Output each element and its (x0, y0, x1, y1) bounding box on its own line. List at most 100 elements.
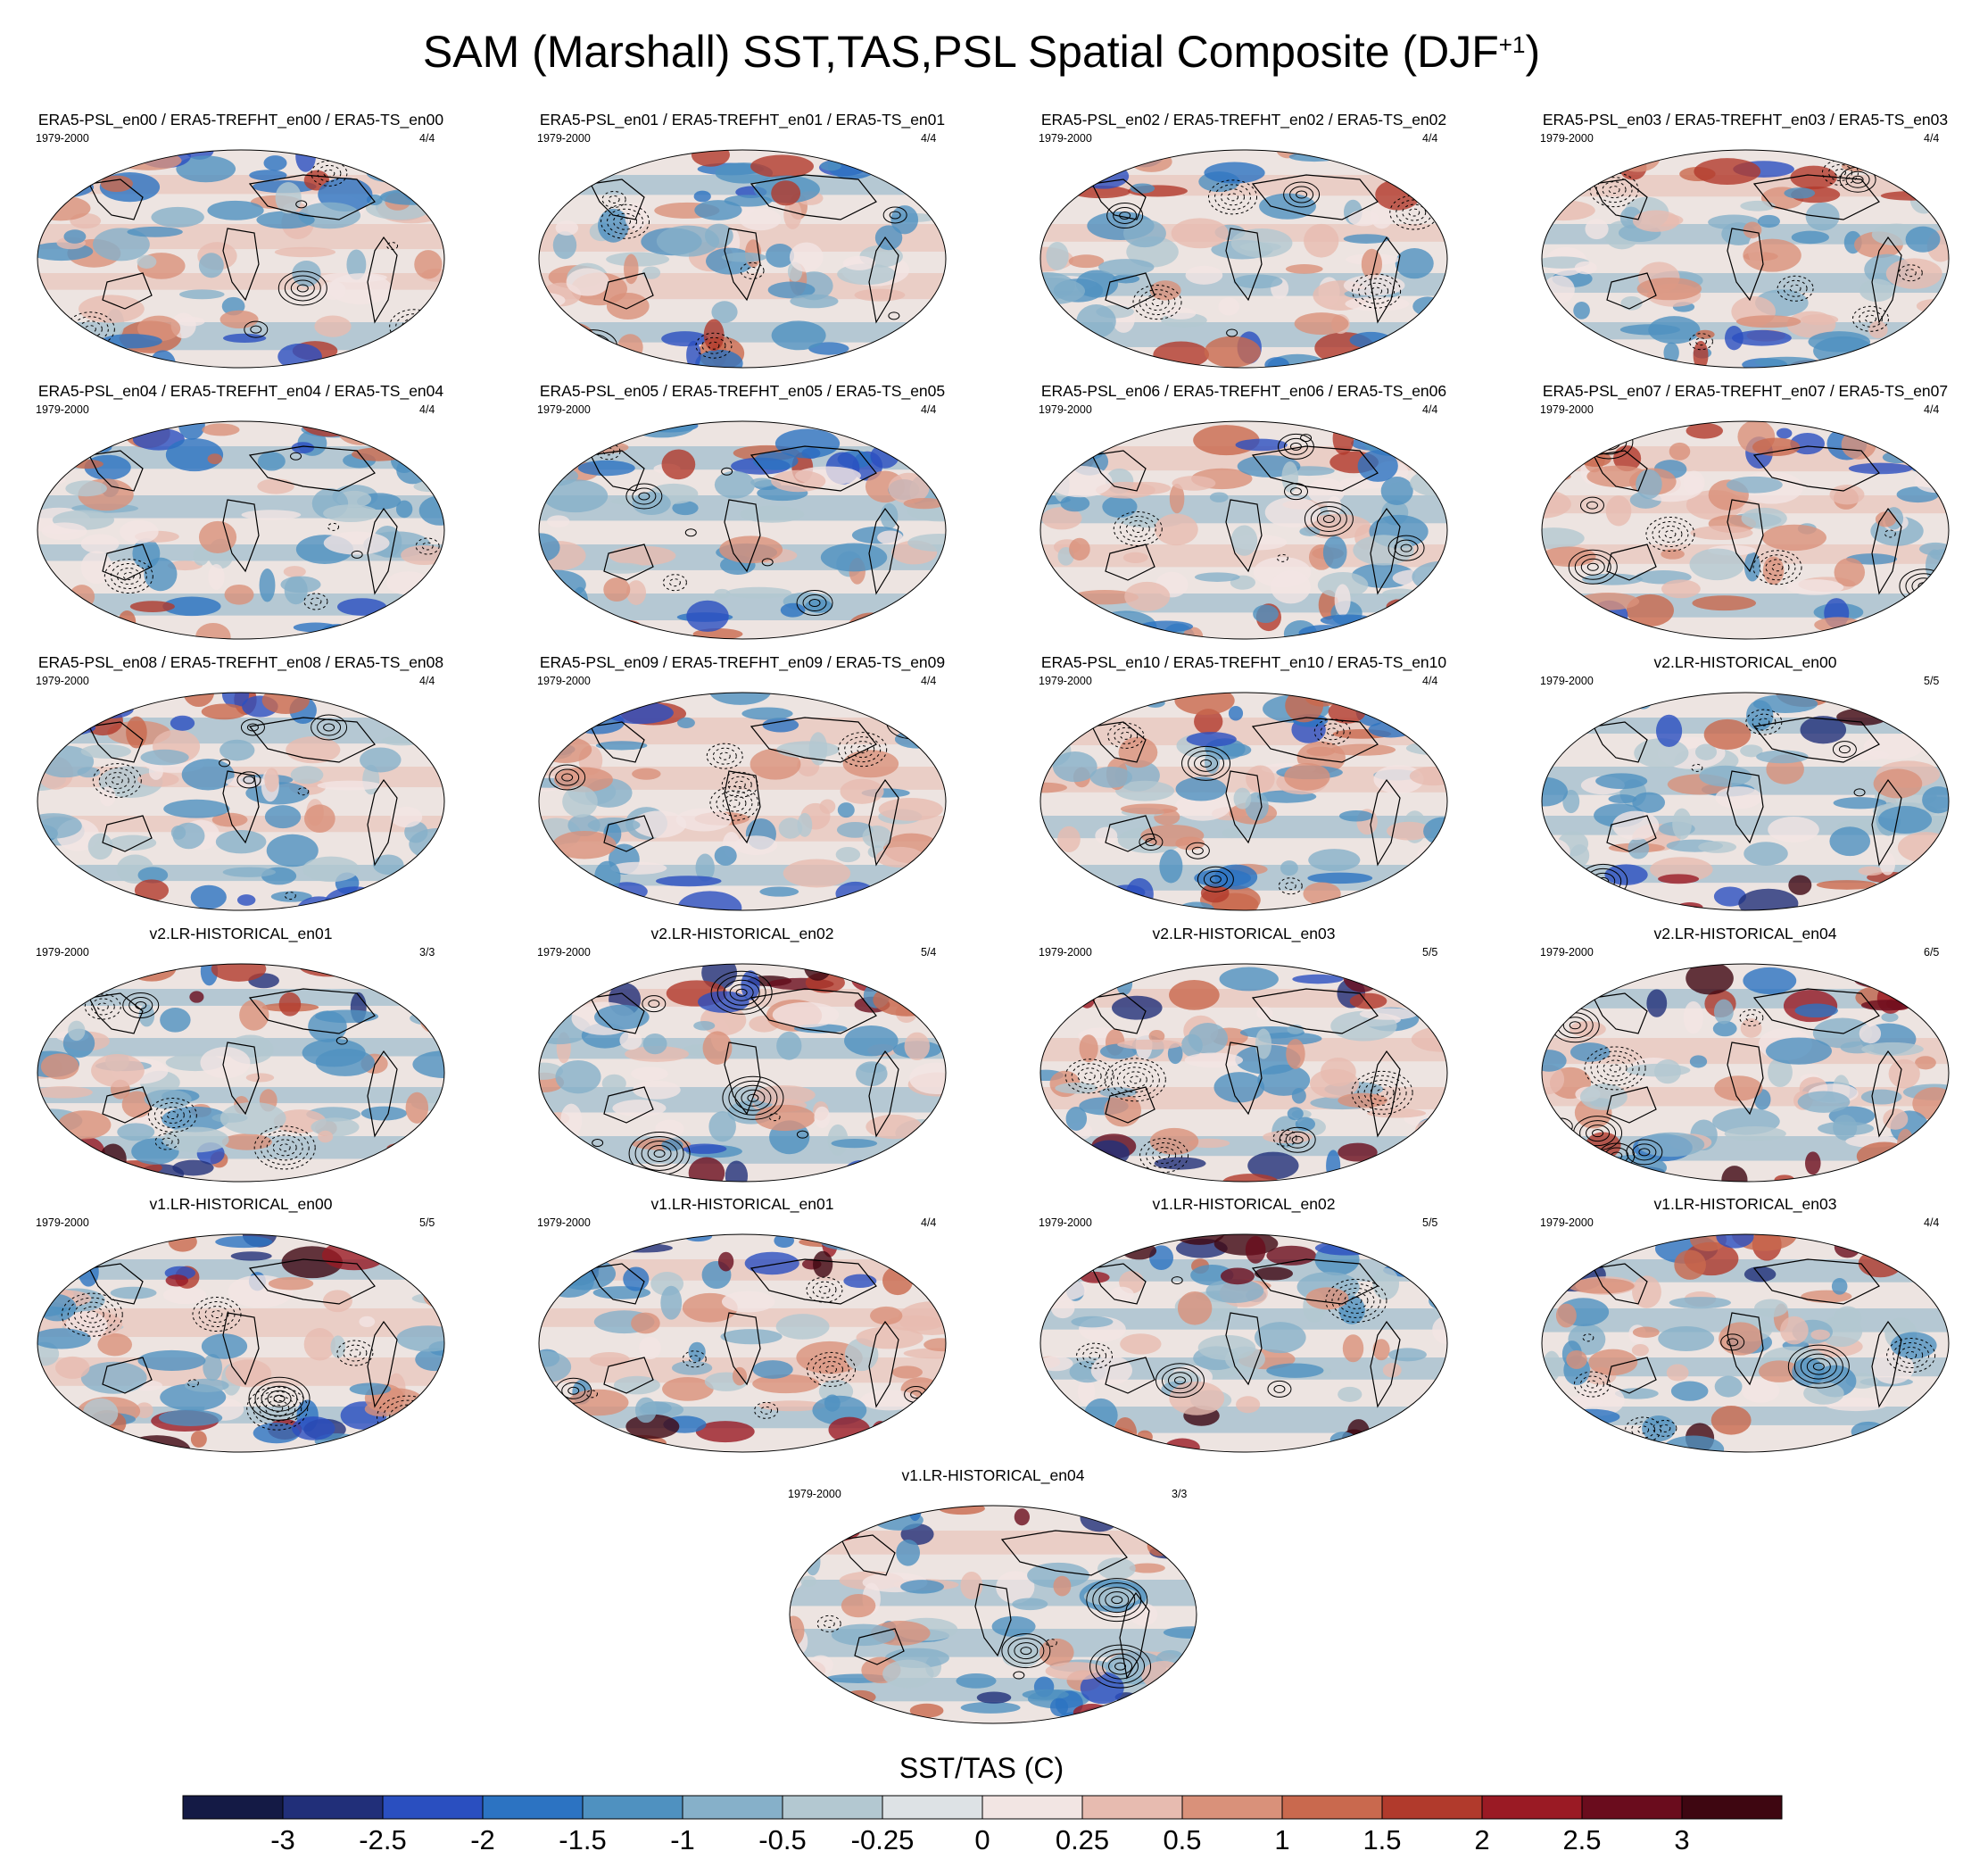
panel-period: 1979-2000 (537, 132, 591, 145)
anomaly-patch (360, 1106, 408, 1121)
psl-contour (642, 995, 667, 1013)
anomaly-patch (1633, 693, 1653, 710)
anomaly-patch (1304, 223, 1339, 258)
anomaly-patch (633, 1080, 681, 1100)
anomaly-patch (1338, 1142, 1378, 1162)
figure-title-close: ) (1525, 27, 1541, 77)
anomaly-patch (162, 1106, 229, 1133)
psl-contour (1111, 1596, 1123, 1605)
anomaly-patch (167, 560, 203, 571)
anomaly-patch (1571, 1440, 1621, 1452)
anomaly-patch (1423, 817, 1447, 846)
psl-contour (561, 773, 574, 782)
psl-contour (1338, 1287, 1375, 1314)
anomaly-patch (1053, 1575, 1072, 1597)
anomaly-patch (1387, 988, 1445, 1000)
panel-count: 4/4 (921, 403, 937, 416)
anomaly-patch (219, 310, 259, 328)
anomaly-patch (37, 1086, 93, 1099)
coastline (102, 1357, 153, 1394)
panel-count: 4/4 (1422, 132, 1438, 145)
anomaly-patch (1765, 1037, 1832, 1065)
anomaly-patch (189, 991, 204, 1003)
psl-contour (1579, 496, 1604, 514)
psl-contour (1573, 1371, 1611, 1398)
anomaly-patch (721, 252, 767, 262)
anomaly-patch (1752, 437, 1801, 457)
anomaly-patch (1233, 274, 1283, 289)
anomaly-patch (1577, 593, 1640, 610)
anomaly-patch (1149, 280, 1181, 301)
anomaly-patch (1122, 219, 1166, 248)
psl-contour (1116, 1067, 1154, 1093)
anomaly-patch (1858, 153, 1875, 168)
psl-contour (1586, 1380, 1598, 1389)
psl-contour (1045, 1639, 1057, 1648)
anomaly-patch (261, 693, 310, 715)
psl-contour (607, 208, 644, 235)
psl-contour (1351, 1070, 1413, 1115)
anomaly-patch (57, 1110, 112, 1140)
anomaly-patch (93, 429, 128, 440)
anomaly-patch (176, 155, 236, 183)
anomaly-patch (1740, 744, 1763, 758)
anomaly-patch (390, 806, 423, 828)
psl-contour (728, 1080, 778, 1116)
psl-contour (254, 1381, 304, 1416)
panel-count: 6/5 (1924, 946, 1940, 959)
anomaly-patch (1040, 349, 1080, 363)
coastline (750, 1258, 877, 1305)
anomaly-patch (1612, 810, 1660, 841)
anomaly-patch (137, 867, 169, 884)
anomaly-patch (1112, 995, 1163, 1020)
anomaly-patch (1884, 1238, 1942, 1266)
anomaly-patch (1634, 738, 1689, 768)
psl-contour (1114, 726, 1139, 744)
map-svg (37, 420, 445, 640)
anomaly-patch (303, 1328, 336, 1361)
anomaly-patch (1373, 765, 1424, 794)
colorbar-swatch (981, 1795, 1083, 1820)
anomaly-patch (903, 594, 945, 618)
anomaly-patch (1338, 810, 1374, 822)
anomaly-patch (755, 1104, 816, 1132)
anomaly-patch (1721, 1166, 1748, 1182)
anomaly-patch (1164, 307, 1197, 320)
anomaly-patch (597, 361, 613, 368)
anomaly-patch (404, 1399, 444, 1429)
panel-period: 1979-2000 (1039, 132, 1092, 145)
anomaly-patch (415, 1348, 444, 1372)
anomaly-patch (1768, 1057, 1793, 1087)
psl-contour (266, 1134, 303, 1161)
anomaly-patch (1164, 1438, 1200, 1452)
anomaly-patch (1919, 359, 1949, 368)
anomaly-patch (1107, 964, 1153, 979)
colorbar-swatch (1181, 1795, 1283, 1820)
map-border (37, 692, 445, 911)
coastline (1000, 1530, 1128, 1576)
coastline (1370, 236, 1401, 324)
map-svg (1039, 1233, 1448, 1453)
psl-contour (1145, 838, 1157, 847)
coastline (1593, 1263, 1648, 1305)
anomaly-patch (1542, 1266, 1573, 1293)
anomaly-patch (72, 1137, 105, 1169)
anomaly-patch (799, 1237, 842, 1248)
psl-contour (96, 1002, 109, 1011)
psl-contour (1114, 1662, 1127, 1671)
anomaly-patch (1046, 242, 1069, 270)
coastline (1606, 1086, 1657, 1124)
anomaly-patch (1786, 579, 1844, 595)
anomaly-patch (109, 834, 157, 851)
psl-contour (1161, 1367, 1198, 1394)
anomaly-patch (1233, 787, 1252, 809)
psl-contour (1171, 1276, 1183, 1285)
anomaly-patch (1553, 1245, 1571, 1265)
anomaly-patch (1628, 837, 1650, 859)
anomaly-patch (1149, 1127, 1199, 1155)
anomaly-patch (893, 693, 914, 709)
psl-contour (1579, 1375, 1604, 1393)
anomaly-patch (1122, 1241, 1157, 1260)
anomaly-patch (430, 444, 444, 477)
psl-contour (1884, 529, 1896, 538)
